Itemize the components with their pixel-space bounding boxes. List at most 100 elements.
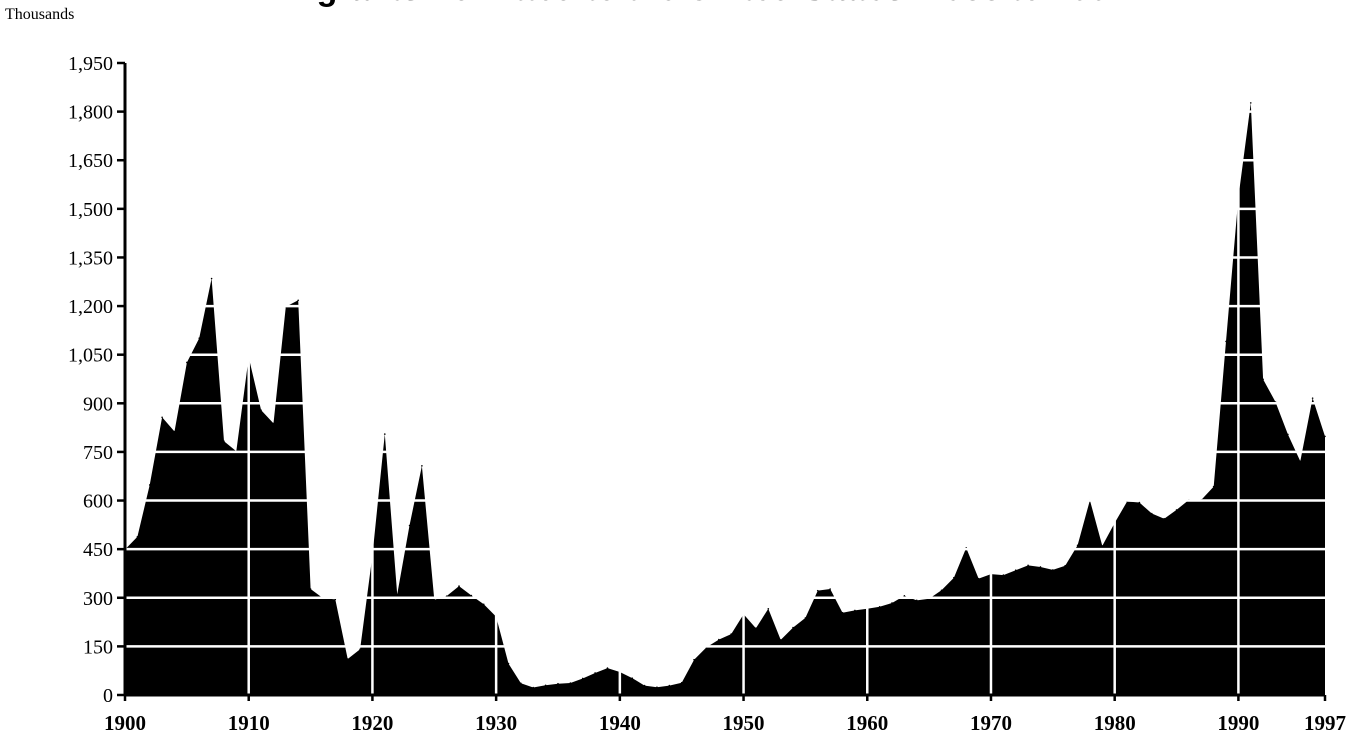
data-point (767, 607, 770, 610)
data-point (953, 576, 955, 579)
chart-title: Immigrants Admitted to the United States… (0, 0, 1365, 9)
y-tick-label: 450 (83, 539, 113, 561)
data-point (841, 611, 844, 614)
data-point (1175, 509, 1178, 511)
data-point (1262, 378, 1264, 381)
axis-layer (117, 61, 1327, 701)
data-point (1299, 460, 1302, 463)
y-axis-unit-label: Thousands (5, 6, 75, 23)
y-tick-label: 1,050 (68, 345, 113, 367)
data-point (557, 682, 559, 685)
data-point (136, 536, 139, 538)
y-tick-label: 1,950 (68, 53, 113, 75)
data-point (891, 602, 893, 604)
data-point (148, 484, 151, 486)
data-point (210, 277, 213, 280)
x-tick-label: 1960 (846, 711, 888, 735)
x-tick-label: 1950 (723, 711, 765, 735)
data-point (173, 430, 176, 433)
data-point (804, 617, 807, 619)
data-point (581, 677, 584, 680)
data-point (272, 422, 275, 425)
data-point (829, 588, 831, 590)
x-tick-label: 1970 (970, 711, 1012, 735)
data-point (1002, 574, 1005, 576)
data-point (606, 667, 609, 669)
y-tick-label: 1,350 (68, 247, 113, 269)
data-point (1027, 564, 1029, 567)
y-tick-label: 0 (103, 685, 113, 707)
data-point (940, 589, 943, 592)
data-point (1101, 545, 1104, 547)
y-tick-label: 300 (83, 588, 113, 610)
data-point (408, 524, 411, 527)
data-point (569, 682, 572, 684)
data-point (1287, 433, 1289, 436)
x-tick-label: 1997 (1304, 711, 1346, 735)
x-tick-label: 1900 (104, 711, 146, 735)
data-point (668, 684, 671, 687)
data-point (878, 606, 881, 608)
y-tick-label: 150 (83, 636, 113, 658)
data-point (903, 595, 906, 597)
data-point (643, 684, 646, 687)
data-point (1076, 544, 1079, 547)
label-layer: 0 150 300 450 600 750 900 1,050 1,200 1,350 1,500 1… (68, 53, 1346, 735)
data-point (544, 684, 547, 687)
data-point (718, 638, 720, 641)
data-point (1064, 564, 1067, 567)
data-point (977, 577, 980, 580)
data-point (1039, 566, 1042, 568)
data-point (656, 686, 658, 689)
data-point (260, 409, 262, 411)
data-point (854, 609, 856, 612)
data-point (396, 593, 398, 596)
y-tick-label: 1,800 (68, 102, 113, 124)
data-point (693, 658, 695, 661)
data-point (1014, 569, 1017, 572)
x-tick-label: 1930 (475, 711, 517, 735)
data-point (433, 598, 436, 601)
y-tick-label: 600 (83, 491, 113, 513)
y-tick-label: 750 (83, 442, 113, 464)
x-tick-label: 1990 (1217, 711, 1259, 735)
data-point (1151, 512, 1153, 515)
data-point (186, 361, 188, 364)
data-point (680, 681, 683, 684)
data-point (792, 626, 794, 629)
data-point (816, 589, 819, 592)
data-point (346, 658, 349, 660)
x-tick-label: 1920 (351, 711, 393, 735)
data-point (532, 686, 535, 689)
data-point (594, 672, 596, 674)
data-point (482, 603, 485, 606)
data-point (631, 677, 634, 679)
data-point (1212, 485, 1215, 488)
data-point (297, 299, 299, 302)
y-tick-label: 1,650 (68, 150, 113, 172)
data-point (507, 662, 510, 665)
data-point (309, 588, 312, 590)
data-point (359, 648, 361, 651)
data-point (1311, 397, 1314, 399)
data-point (161, 416, 163, 419)
data-point (779, 639, 782, 641)
series-area (125, 102, 1325, 695)
data-point (1324, 435, 1326, 438)
data-point (223, 440, 225, 443)
grid-layer (125, 61, 1325, 695)
data-point (755, 627, 757, 630)
y-tick-label: 1,200 (68, 296, 113, 318)
data-point (1052, 569, 1054, 571)
data-point (520, 682, 522, 685)
area-layer (124, 102, 1326, 695)
y-tick-label: 1,500 (68, 199, 113, 221)
data-point (458, 585, 460, 587)
data-point (383, 433, 386, 435)
data-point (730, 633, 732, 635)
x-tick-label: 1940 (599, 711, 641, 735)
data-point (198, 337, 201, 339)
data-point (1225, 340, 1227, 343)
data-point (1249, 102, 1252, 104)
